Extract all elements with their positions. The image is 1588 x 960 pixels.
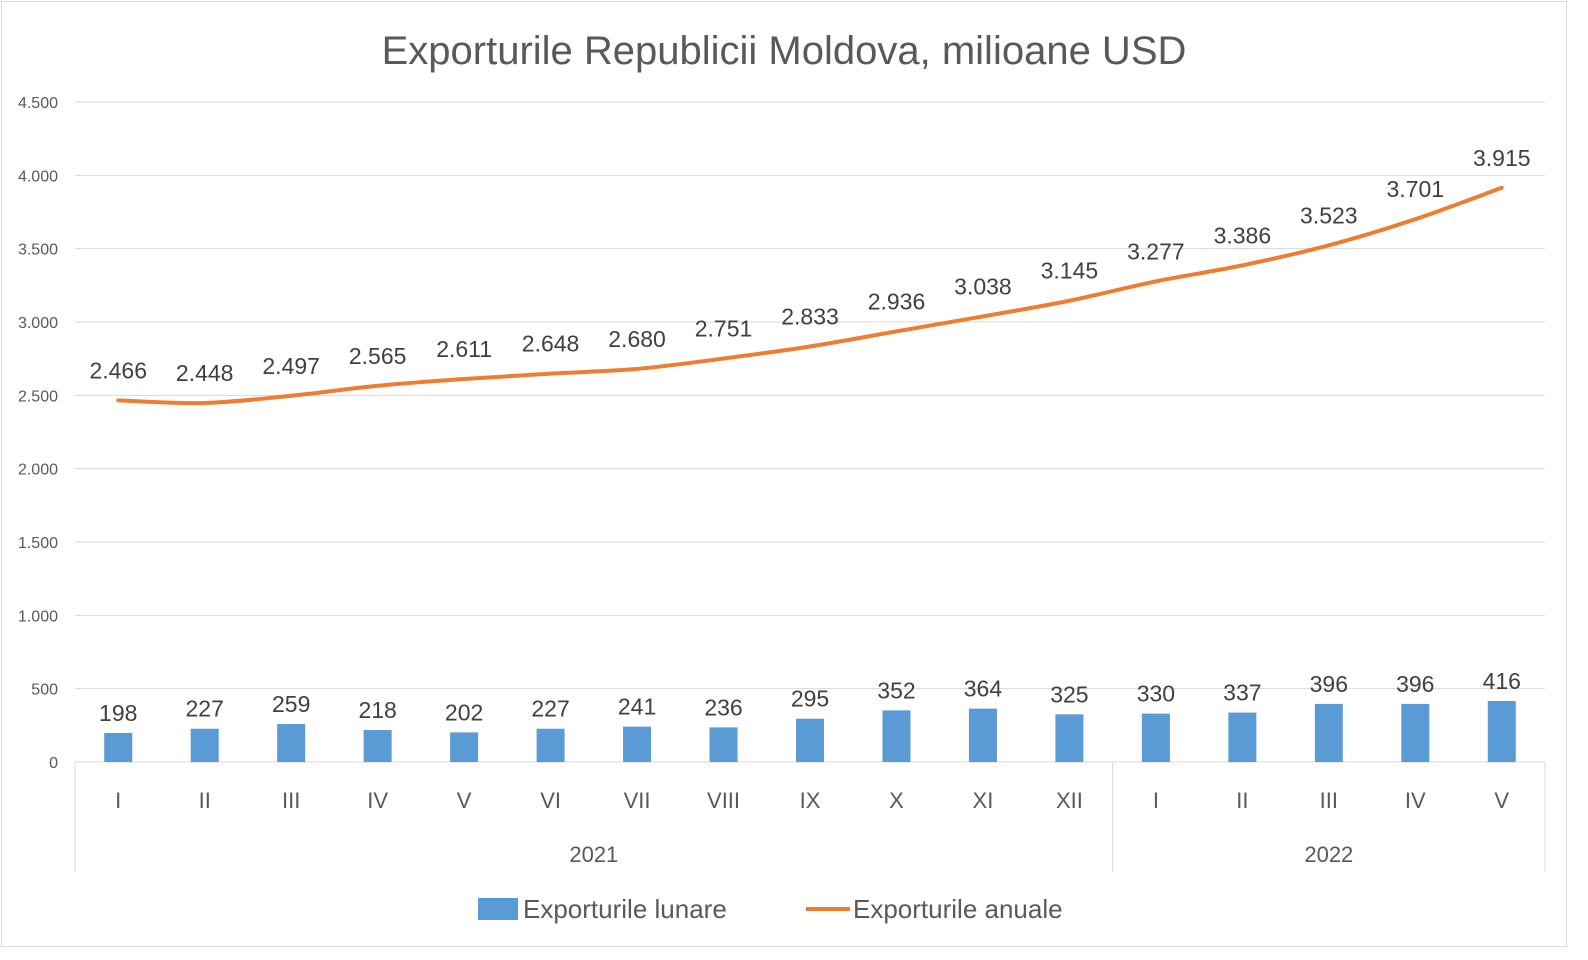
legend: Exporturile lunare Exporturile anuale (478, 894, 1063, 924)
y-tick-label: 2.000 (18, 462, 58, 479)
bar-data-label: 295 (791, 686, 829, 712)
legend-label-bar: Exporturile lunare (523, 894, 727, 924)
bar-data-label: 330 (1137, 681, 1175, 707)
x-tick-label: VII (624, 788, 651, 813)
bar-series: 198 227 259 218 202 227 241 236 295 352 364 325 330 3… (99, 668, 1521, 762)
x-tick-label: IX (800, 788, 821, 813)
line-data-label: 2.751 (695, 316, 753, 342)
y-tick-label: 2.500 (18, 388, 58, 405)
bar-data-label: 218 (358, 697, 396, 723)
gridlines (75, 101, 1545, 690)
line-data-label: 2.680 (608, 326, 666, 352)
x-tick-label: II (1236, 788, 1248, 813)
bar (450, 732, 479, 762)
y-tick-label: 4.000 (18, 168, 58, 185)
line-data-label: 2.497 (262, 353, 320, 379)
x-tick-label: II (199, 788, 211, 813)
bar (968, 708, 997, 762)
y-tick-label: 500 (31, 682, 58, 699)
x-tick-label: XII (1056, 788, 1083, 813)
line-data-label: 2.648 (522, 331, 580, 357)
line-data-label: 2.611 (436, 336, 492, 362)
line-data-label: 3.915 (1473, 145, 1531, 171)
y-tick-label: 3.000 (18, 315, 58, 332)
legend-swatch-bar (478, 898, 518, 920)
x-tick-label: III (1320, 788, 1338, 813)
bar (1141, 713, 1170, 762)
bar-data-label: 396 (1310, 671, 1348, 697)
bar-data-label: 325 (1050, 681, 1088, 707)
bar-data-label: 259 (272, 691, 310, 717)
bar-data-label: 337 (1223, 680, 1261, 706)
bar (536, 728, 565, 762)
x-tick-label: IV (1405, 788, 1426, 813)
line-data-label: 3.386 (1214, 222, 1272, 248)
x-tick-label: I (1153, 788, 1159, 813)
line-data-label: 2.936 (868, 288, 926, 314)
y-tick-label: 3.500 (18, 242, 58, 259)
bar (796, 718, 824, 762)
bar (1314, 703, 1343, 762)
bar-data-label: 396 (1396, 671, 1434, 697)
line-data-label: 2.833 (781, 303, 839, 329)
legend-label-line: Exporturile anuale (853, 894, 1063, 924)
line-data-label: 2.565 (349, 343, 407, 369)
bar (1055, 714, 1084, 762)
bar (709, 727, 738, 762)
line-data-label: 3.523 (1300, 202, 1358, 228)
x-tick-label: V (457, 788, 472, 813)
bar-data-label: 364 (964, 676, 1003, 702)
bar-data-label: 236 (704, 694, 742, 720)
chart-title: Exporturile Republicii Moldova, milioane… (382, 29, 1187, 73)
x-tick-label: VIII (707, 788, 740, 813)
bar (190, 728, 219, 762)
x-tick-label: XI (973, 788, 994, 813)
line-path (116, 185, 1504, 406)
bar-data-label: 227 (531, 696, 569, 722)
bar (1228, 712, 1257, 762)
bar (623, 726, 652, 762)
line-data-label: 2.448 (176, 360, 234, 386)
bar (363, 730, 392, 762)
bar-data-label: 202 (445, 699, 483, 725)
line-data-label: 3.701 (1387, 176, 1445, 202)
bar (882, 710, 911, 762)
year-group-label: 2022 (1304, 842, 1353, 867)
line-series: 2.466 2.448 2.497 2.565 2.611 2.648 2.680 2.751… (89, 145, 1531, 406)
x-tick-label: I (115, 788, 121, 813)
line-data-label: 3.038 (954, 273, 1012, 299)
bar (104, 732, 133, 762)
line-data-label: 3.145 (1041, 258, 1099, 284)
line-data-label: 3.277 (1127, 238, 1185, 264)
bar-data-label: 416 (1483, 668, 1521, 694)
x-tick-label: VI (540, 788, 561, 813)
bar (1487, 700, 1516, 762)
bar-data-label: 227 (186, 696, 224, 722)
year-group-label: 2021 (569, 842, 618, 867)
bar-data-label: 198 (99, 700, 137, 726)
x-tick-label: III (282, 788, 300, 813)
y-tick-label: 1.500 (18, 535, 58, 552)
y-tick-label: 1.000 (18, 608, 58, 625)
bar-data-label: 352 (877, 677, 915, 703)
x-tick-label: X (889, 788, 904, 813)
chart-frame (1, 1, 1567, 947)
y-tick-label: 0 (49, 755, 58, 772)
x-tick-label: IV (367, 788, 388, 813)
line-data-label: 2.466 (89, 357, 147, 383)
x-tick-label: V (1494, 788, 1509, 813)
bar (1401, 703, 1430, 762)
y-tick-label: 4.500 (18, 95, 58, 112)
bar (277, 724, 306, 762)
bar-data-label: 241 (618, 694, 656, 720)
